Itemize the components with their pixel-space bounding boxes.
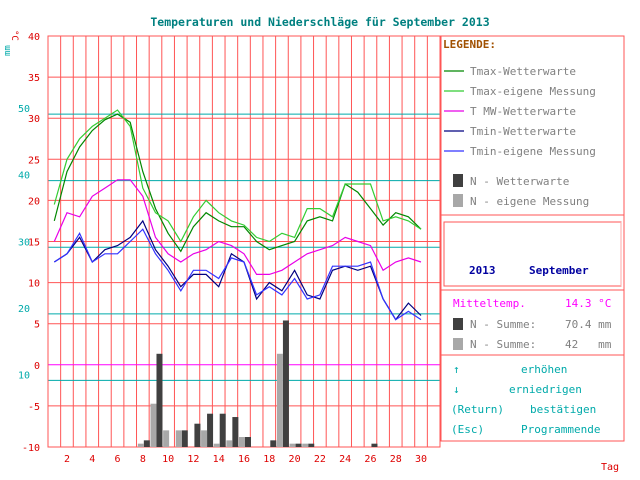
y-tick-label-temp: 20 — [28, 196, 40, 207]
mean-temp-label: Mitteltemp. — [453, 297, 526, 310]
y-tick-label-temp: 40 — [28, 32, 40, 43]
mean-temp-value: 14.3 °C — [565, 297, 611, 310]
y-tick-label-precip: 20 — [18, 304, 30, 315]
precip-sum-own-label: N - Summe: — [470, 338, 536, 351]
x-tick-label: 20 — [289, 454, 301, 465]
chart-title: Temperaturen und Niederschläge für Septe… — [150, 15, 489, 29]
series-line — [53, 179, 422, 275]
temperature-lines — [53, 109, 422, 321]
precip-bar — [213, 443, 220, 447]
precip-bar — [232, 417, 239, 447]
x-tick-label: 10 — [162, 454, 174, 465]
x-tick-label: 24 — [339, 454, 351, 465]
y-tick-label-temp: -5 — [28, 402, 40, 413]
legend-title: LEGENDE: — [443, 38, 496, 51]
precip-bar — [150, 403, 157, 447]
precip-bar — [371, 443, 378, 447]
control-esc-key[interactable]: (Esc) — [451, 423, 484, 436]
x-tick-label: 26 — [364, 454, 376, 465]
precip-bar — [270, 440, 277, 447]
precip-sum-station-value: 70.4 mm — [565, 318, 612, 331]
precip-bar — [137, 443, 144, 447]
control-esc-action[interactable]: Programmende — [521, 423, 600, 436]
y-axis-temp-label: °C — [9, 30, 19, 41]
series-line — [53, 113, 422, 253]
precip-bar — [239, 437, 245, 447]
legend-items: Tmax-Wetterwarte Tmax-eigene Messung T MW-… — [444, 65, 596, 208]
precip-bar — [163, 430, 170, 447]
legend-swatch-bar — [453, 194, 463, 207]
chart-grid — [47, 35, 441, 448]
precip-bar — [194, 423, 201, 447]
x-tick-label: 14 — [213, 454, 225, 465]
series-line — [53, 109, 422, 243]
precip-bar — [207, 413, 214, 447]
x-axis-label: Tag — [601, 462, 619, 473]
precip-bar — [226, 440, 233, 447]
precip-bar — [156, 353, 163, 447]
precip-bar — [181, 430, 188, 447]
y-tick-label-temp: 35 — [28, 73, 40, 84]
y-tick-label-temp: 30 — [28, 114, 40, 125]
precip-bar — [282, 320, 289, 447]
precip-bar — [302, 443, 309, 447]
x-tick-label: 28 — [390, 454, 402, 465]
y-tick-label-precip: 50 — [18, 104, 30, 115]
legend-swatch-bar — [453, 174, 463, 187]
precip-bar — [276, 353, 283, 447]
precipitation-bars — [137, 320, 378, 447]
x-tick-label: 2 — [64, 454, 70, 465]
legend-item-label: N - Wetterwarte — [470, 175, 569, 188]
precip-sum-station-label: N - Summe: — [470, 318, 536, 331]
period-month: September — [529, 264, 589, 277]
precip-bar — [175, 430, 182, 447]
y-tick-label-temp: 25 — [28, 155, 40, 166]
legend-item-label: Tmax-Wetterwarte — [470, 65, 576, 78]
precip-bar — [245, 437, 251, 447]
y-tick-label-temp: -10 — [22, 443, 40, 454]
precip-sum-own-value: 42 mm — [565, 338, 612, 351]
precip-bar — [308, 443, 315, 447]
precip-bar — [201, 430, 208, 447]
x-tick-label: 4 — [89, 454, 95, 465]
x-tick-label: 12 — [187, 454, 199, 465]
x-tick-label: 6 — [115, 454, 121, 465]
x-tick-label: 16 — [238, 454, 250, 465]
y-tick-label-temp: 5 — [34, 320, 40, 331]
y-axis-precip-label: mm — [3, 45, 13, 56]
x-tick-label: 30 — [415, 454, 427, 465]
control-down-key[interactable]: ↓ — [453, 383, 460, 396]
y-tick-label-precip: 10 — [18, 370, 30, 381]
legend-item-label: Tmax-eigene Messung — [470, 85, 596, 98]
control-up-action[interactable]: erhöhen — [521, 363, 567, 376]
y-tick-label-precip: 40 — [18, 171, 30, 182]
x-tick-label: 18 — [263, 454, 275, 465]
precip-bar — [295, 443, 302, 447]
legend-item-label: Tmin-eigene Messung — [470, 145, 596, 158]
control-return-key[interactable]: (Return) — [451, 403, 504, 416]
x-tick-label: 22 — [314, 454, 326, 465]
precip-bar — [143, 440, 150, 447]
y-tick-label-temp: 10 — [28, 279, 40, 290]
precip-bar — [219, 413, 226, 447]
series-line — [53, 219, 422, 321]
x-tick-label: 8 — [140, 454, 146, 465]
legend-panel: LEGENDE: Tmax-Wetterwarte Tmax-eigene Mes… — [440, 35, 625, 442]
controls-list: ↑ erhöhen ↓ erniedrigen (Return) bestäti… — [451, 363, 600, 436]
precip-bar — [289, 443, 296, 447]
control-up-key[interactable]: ↑ — [453, 363, 460, 376]
legend-item-label: Tmin-Wetterwarte — [470, 125, 576, 138]
y-tick-label-temp: 0 — [34, 361, 40, 372]
y-tick-label-temp: 15 — [28, 238, 40, 249]
series-line — [53, 228, 422, 321]
control-down-action[interactable]: erniedrigen — [509, 383, 582, 396]
y-tick-label-precip: 30 — [18, 237, 30, 248]
legend-item-label: N - eigene Messung — [470, 195, 589, 208]
legend-item-label: T MW-Wetterwarte — [470, 105, 576, 118]
control-return-action[interactable]: bestätigen — [530, 403, 596, 416]
period-year: 2013 — [469, 264, 496, 277]
